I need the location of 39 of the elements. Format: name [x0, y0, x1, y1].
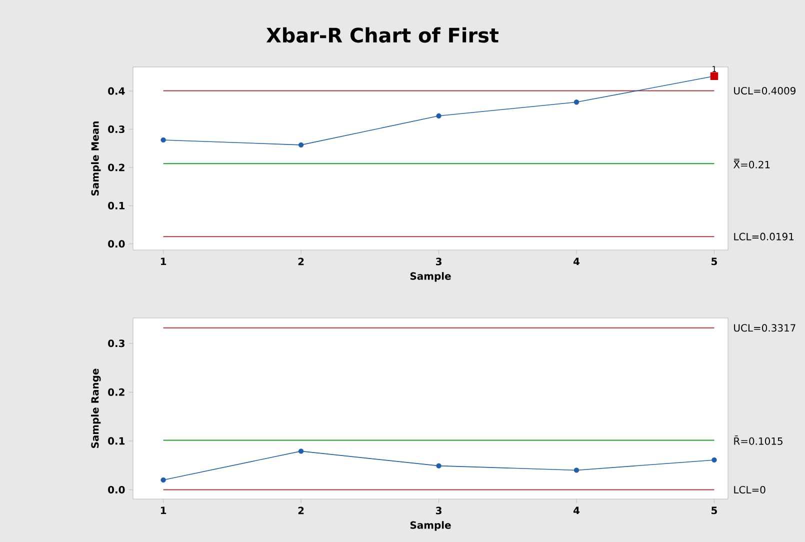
x-tick-label: 1: [160, 258, 166, 266]
point: [574, 468, 580, 473]
x-axis-title: Sample: [410, 521, 451, 531]
y-tick-label: 0.1: [108, 437, 125, 445]
ref-line-label: LCL=0.0191: [734, 232, 794, 240]
ref-line-label: UCL=0.3317: [734, 324, 796, 332]
y-tick-label: 0.2: [108, 388, 124, 396]
y-tick-label: 0.3: [108, 125, 124, 134]
x-tick-label: 3: [436, 258, 442, 266]
chart-title: Xbar-R Chart of First: [266, 27, 498, 43]
x-tick-label: 1: [160, 506, 166, 514]
x-tick-label: 5: [712, 258, 718, 266]
x-tick-label: 3: [436, 506, 442, 514]
point: [298, 448, 304, 454]
point: [436, 463, 442, 468]
point: [298, 142, 304, 148]
ref-line-label: UCL=0.4009: [734, 86, 796, 94]
point: [160, 477, 166, 483]
y-tick-label: 0.2: [108, 164, 124, 172]
y-axis-title: Sample Mean: [91, 122, 101, 196]
ref-line-label: LCL=0: [734, 486, 766, 494]
y-tick-label: 0.0: [108, 240, 125, 248]
point: [574, 100, 580, 105]
ref-line-label: R̄=0.1015: [734, 436, 782, 445]
y-tick-label: 0.0: [108, 486, 125, 494]
x-tick-label: 2: [298, 506, 304, 514]
point: [160, 137, 166, 143]
y-axis-title: Sample Range: [91, 368, 101, 448]
y-tick-label: 0.3: [108, 340, 124, 348]
y-tick-label: 0.1: [108, 202, 125, 210]
y-tick-label: 0.4: [108, 87, 125, 95]
ref-line-label: X̿=0.21: [734, 158, 770, 168]
x-tick-label: 4: [573, 506, 580, 514]
x-tick-label: 4: [573, 258, 580, 266]
point: [712, 457, 717, 463]
x-tick-label: 2: [298, 258, 304, 266]
x-axis-title: Sample: [410, 272, 451, 282]
point: [436, 113, 442, 118]
x-tick-label: 5: [712, 506, 717, 514]
